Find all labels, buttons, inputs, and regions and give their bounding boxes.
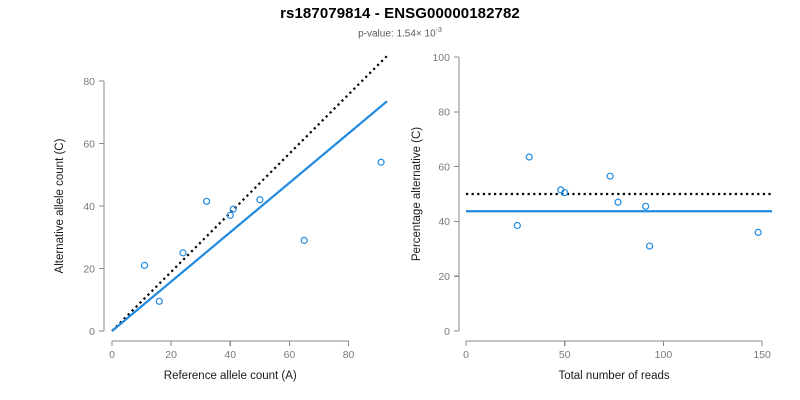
data-point <box>226 211 234 219</box>
x-tick-label: 60 <box>284 349 296 361</box>
data-point <box>256 196 264 204</box>
y-tick-label: 40 <box>438 216 450 228</box>
data-point <box>614 198 622 206</box>
x-tick-label: 50 <box>559 349 571 361</box>
data-point <box>155 297 163 305</box>
x-tick-label: 80 <box>343 349 355 361</box>
data-point <box>525 153 533 161</box>
data-point <box>377 158 385 166</box>
data-point <box>229 205 237 213</box>
fit-line <box>111 100 388 332</box>
y-tick-label: 40 <box>83 201 95 213</box>
y-axis-title: Alternative allele count (C) <box>54 138 66 273</box>
scatter-plot-right: 0 20 40 60 80 100 0 50 100 150 Total number of rea… <box>411 52 772 382</box>
data-point <box>513 221 521 230</box>
x-axis-title: Total number of reads <box>558 370 669 382</box>
pvalue-exponent: -3 <box>435 27 442 34</box>
x-tick-label: 150 <box>753 349 771 361</box>
figure-title: rs187079814 - ENSG00000182782 <box>280 5 520 22</box>
data-point <box>300 236 308 244</box>
reference-line <box>111 55 388 332</box>
data-point <box>561 189 569 197</box>
y-tick-label: 80 <box>438 107 450 119</box>
panel-reads-vs-percentage: 0 20 40 60 80 100 0 50 100 150 Total number of rea… <box>400 0 800 400</box>
data-point <box>606 172 614 180</box>
x-tick-label: 20 <box>165 349 177 361</box>
y-tick-label: 100 <box>432 52 450 64</box>
scatter-plot-left: 0 20 40 60 80 0 20 40 60 80 Reference allele count… <box>54 55 388 382</box>
x-axis-title: Reference allele count (A) <box>164 370 297 382</box>
data-point <box>203 197 211 205</box>
figure-subtitle: p-value: 1.54× 10-3 <box>0 27 800 39</box>
x-tick-label: 0 <box>109 349 115 361</box>
y-tick-label: 0 <box>89 326 95 338</box>
x-tick-label: 40 <box>224 349 236 361</box>
y-tick-label: 60 <box>83 138 95 150</box>
pvalue-text: p-value: 1.54× 10 <box>358 28 436 40</box>
data-point <box>179 249 187 257</box>
data-point <box>754 228 762 236</box>
y-tick-label: 20 <box>438 271 450 283</box>
y-tick-label: 0 <box>444 326 450 338</box>
data-point <box>642 202 650 210</box>
data-point <box>646 242 654 250</box>
x-tick-label: 100 <box>655 349 673 361</box>
y-tick-label: 20 <box>83 263 95 275</box>
x-tick-label: 0 <box>463 349 469 361</box>
y-tick-label: 80 <box>83 76 95 88</box>
panel-reference-vs-alternative: 0 20 40 60 80 0 20 40 60 80 Reference allele count… <box>54 55 388 382</box>
y-tick-label: 60 <box>438 161 450 173</box>
y-axis-title: Percentage alternative (C) <box>411 127 423 261</box>
data-point <box>140 261 149 269</box>
